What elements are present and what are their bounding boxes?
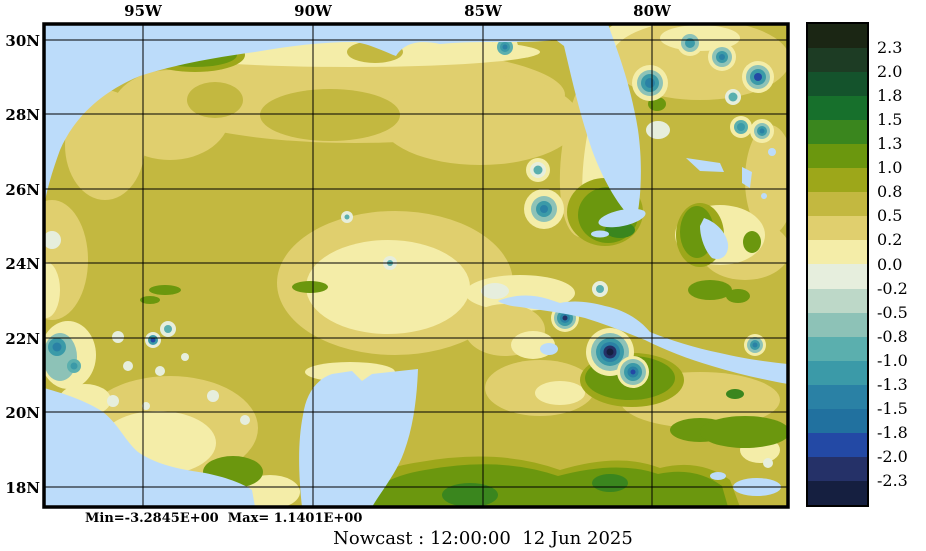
colorbar-tick-label: -1.0	[877, 350, 908, 370]
lon-tick-label: 95W	[124, 2, 162, 20]
colorbar-block	[808, 240, 867, 265]
colorbar-block	[808, 96, 867, 121]
colorbar-tick-label: -0.8	[877, 326, 908, 346]
colorbar-block	[808, 216, 867, 241]
colorbar-tick-label: 1.8	[877, 86, 903, 106]
colorbar-tick-label: -0.2	[877, 278, 908, 298]
colorbar-tick-label: 1.0	[877, 158, 903, 178]
colorbar-block	[808, 432, 867, 457]
contour-field	[44, 24, 788, 507]
colorbar-tick-label: 2.0	[877, 62, 903, 82]
lat-tick-label: 28N	[5, 106, 40, 124]
colorbar-block	[808, 312, 867, 337]
colorbar-block	[808, 384, 867, 409]
colorbar-block	[808, 192, 867, 217]
colorbar-tick-label: -1.5	[877, 398, 908, 418]
map-frame	[42, 22, 790, 509]
figure-title: Nowcast : 12:00:00 12 Jun 2025	[333, 528, 633, 549]
colorbar-tick-label: 0.8	[877, 182, 903, 202]
colorbar-block	[808, 336, 867, 361]
lat-tick-label: 26N	[5, 181, 40, 199]
lat-tick-label: 30N	[5, 32, 40, 50]
colorbar-tick-label: 1.3	[877, 134, 903, 154]
colorbar-block	[808, 168, 867, 193]
colorbar-tick-label: -2.0	[877, 446, 908, 466]
colorbar-block	[808, 24, 867, 49]
lon-tick-label: 80W	[633, 2, 671, 20]
colorbar-block	[808, 144, 867, 169]
colorbar-block	[808, 288, 867, 313]
colorbar-tick-label: 0.0	[877, 254, 903, 274]
colorbar-tick-label: -1.8	[877, 422, 908, 442]
colorbar-block	[808, 360, 867, 385]
lat-tick-label: 22N	[5, 330, 40, 348]
lon-tick-label: 85W	[464, 2, 502, 20]
colorbar-block	[808, 48, 867, 73]
lat-tick-label: 24N	[5, 255, 40, 273]
colorbar-block	[808, 72, 867, 97]
colorbar-tick-label: 1.5	[877, 110, 903, 130]
colorbar-block	[808, 264, 867, 289]
colorbar	[806, 22, 869, 507]
graticule	[44, 24, 788, 507]
colorbar-tick-label: -2.3	[877, 470, 908, 490]
colorbar-tick-label: 2.3	[877, 38, 903, 58]
colorbar-block	[808, 480, 867, 505]
colorbar-tick-label: 0.5	[877, 206, 903, 226]
colorbar-block	[808, 408, 867, 433]
colorbar-tick-label: -0.5	[877, 302, 908, 322]
colorbar-block	[808, 456, 867, 481]
colorbar-block	[808, 120, 867, 145]
lat-tick-label: 18N	[5, 479, 40, 497]
colorbar-tick-label: -1.3	[877, 374, 908, 394]
colorbar-tick-label: 0.2	[877, 230, 903, 250]
lon-tick-label: 90W	[294, 2, 332, 20]
minmax-stats: Min=-3.2845E+00 Max= 1.1401E+00	[85, 511, 363, 526]
lat-tick-label: 20N	[5, 404, 40, 422]
land-mask	[44, 24, 788, 507]
